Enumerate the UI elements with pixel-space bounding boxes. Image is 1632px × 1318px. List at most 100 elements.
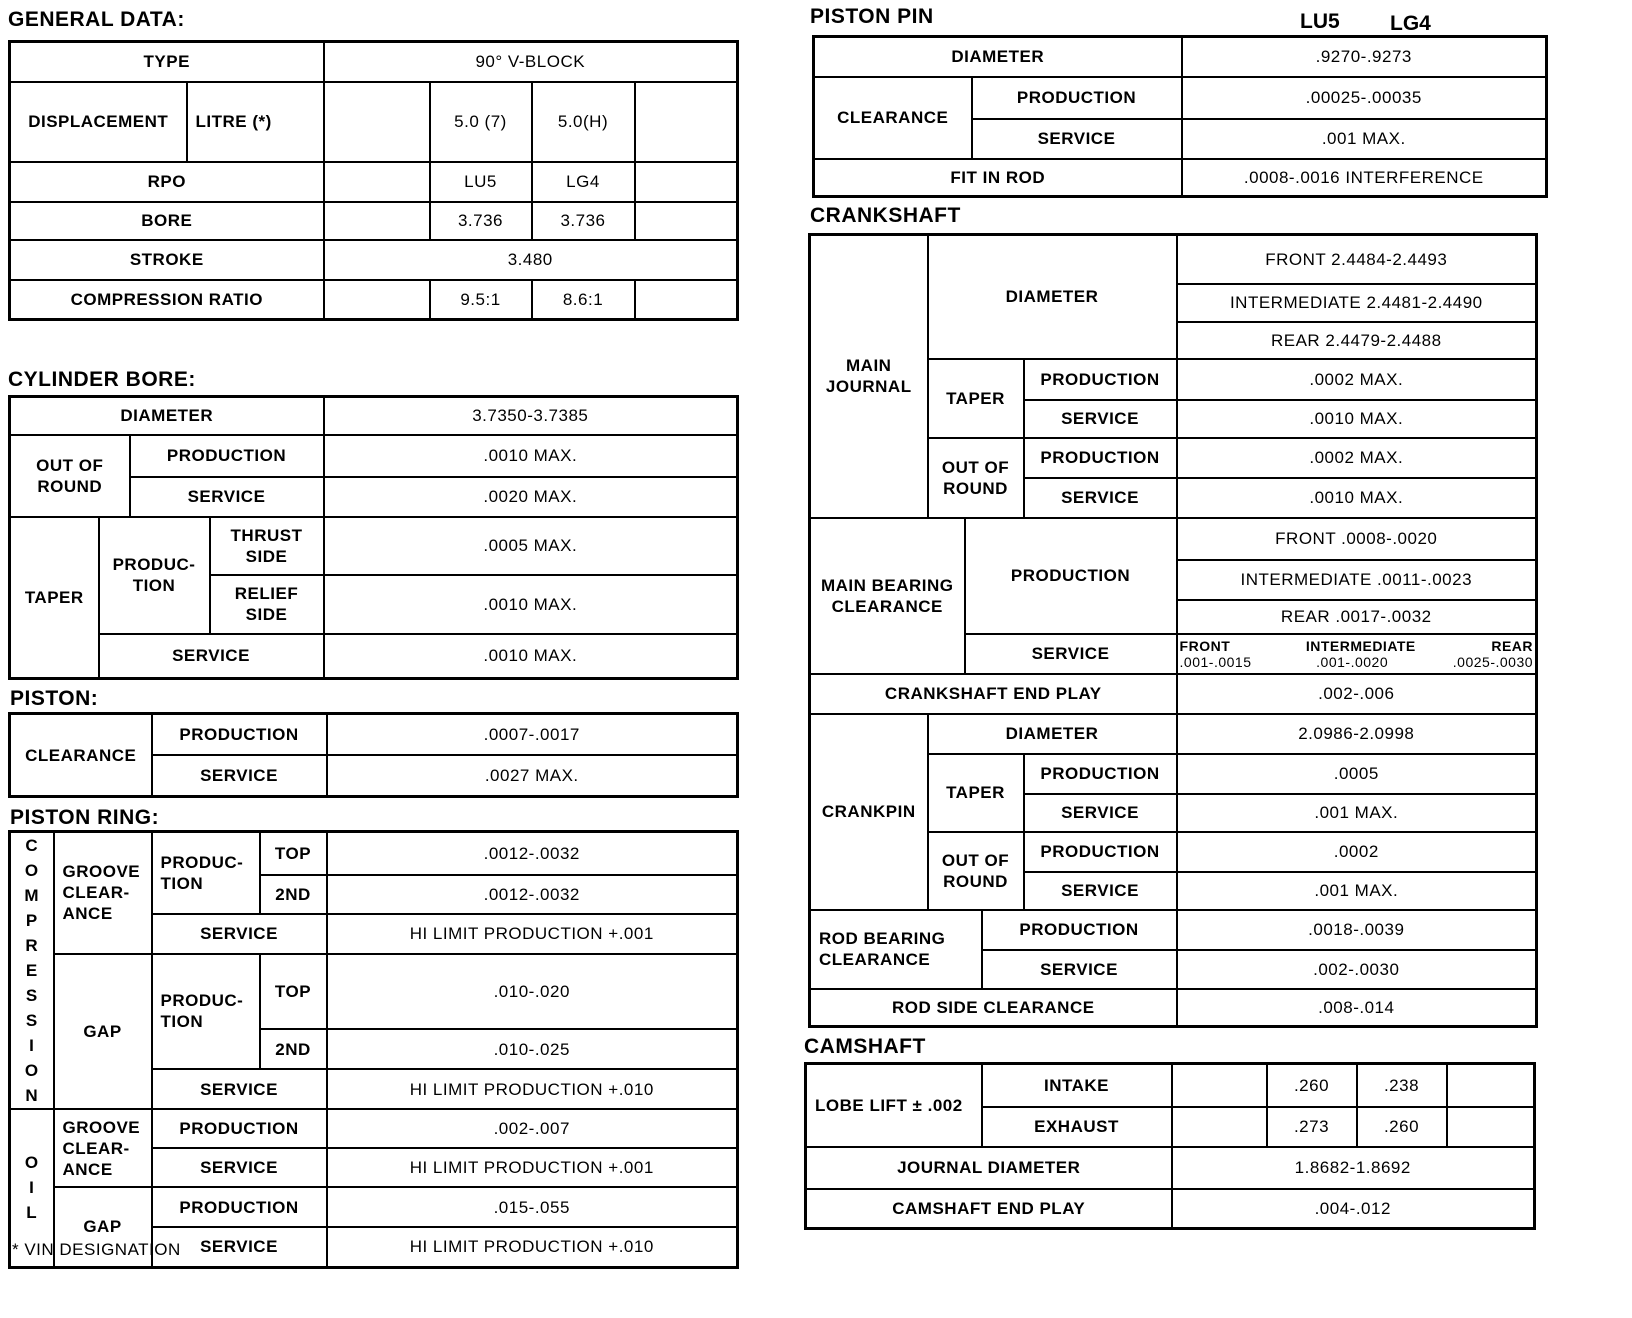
gap-2nd-label: 2ND xyxy=(258,1028,328,1070)
oil-groove-prod-label: PRODUCTION xyxy=(150,1108,328,1149)
gap-top-label: TOP xyxy=(258,952,328,1030)
crankshaft-table: MAIN JOURNAL DIAMETER FRONT 2.4484-2.4493 … xyxy=(808,233,1539,1028)
cb-oor-label: OUT OF ROUND xyxy=(8,433,131,518)
mj-inter-value: INTERMEDIATE 2.4481-2.4490 xyxy=(1175,282,1538,323)
cb-taper-prod-label: PRODUC- TION xyxy=(97,515,211,635)
bore-lg4: 3.736 xyxy=(530,200,636,241)
oil-gap-serv-value: HI LIMIT PRODUCTION +.010 xyxy=(325,1226,739,1268)
mj-oor-label: OUT OF ROUND xyxy=(926,436,1025,519)
end-play-value: .002-.006 xyxy=(1175,672,1538,715)
mb-rear-value: REAR .0017-.0032 xyxy=(1175,598,1538,635)
gap-serv-value: HI LIMIT PRODUCTION +.010 xyxy=(325,1068,739,1110)
type-label: TYPE xyxy=(8,40,325,83)
cb-relief-value: .0010 MAX. xyxy=(322,573,739,635)
general-data-title: GENERAL DATA: xyxy=(8,8,185,31)
pin-serv-label: SERVICE xyxy=(970,117,1183,160)
intake-label: INTAKE xyxy=(980,1062,1173,1108)
mj-taper-serv-value: .0010 MAX. xyxy=(1175,398,1538,439)
oil-gap-prod-value: .015-.055 xyxy=(325,1186,739,1228)
cb-thrust-value: .0005 MAX. xyxy=(322,515,739,576)
gap-2nd-value: .010-.025 xyxy=(325,1028,739,1070)
piston-prod-value: .0007-.0017 xyxy=(325,712,739,756)
mj-taper-prod-value: .0002 MAX. xyxy=(1175,357,1538,401)
groove-serv-label: SERVICE xyxy=(150,912,328,955)
gap-top-value: .010-.020 xyxy=(325,952,739,1030)
bore-lu5: 3.736 xyxy=(428,200,533,241)
pin-diameter-label: DIAMETER xyxy=(812,35,1183,78)
piston-serv-label: SERVICE xyxy=(150,753,328,798)
camshaft-table: LOBE LIFT ± .002 INTAKE .260.238 EXHAUST .2… xyxy=(804,1062,1536,1230)
piston-prod-label: PRODUCTION xyxy=(150,712,328,756)
cb-thrust-label: THRUST SIDE xyxy=(208,515,325,576)
piston-pin-title: PISTON PIN xyxy=(810,5,934,28)
rpo-label: RPO xyxy=(8,160,325,203)
groove-2nd-value: .0012-.0032 xyxy=(325,873,739,915)
rod-side-label: ROD SIDE CLEARANCE xyxy=(808,987,1178,1028)
rb-serv-value: .002-.0030 xyxy=(1175,948,1538,990)
main-bearing-label: MAIN BEARING CLEARANCE xyxy=(808,516,966,675)
cam-end-play-label: CAMSHAFT END PLAY xyxy=(804,1187,1173,1230)
oil-gap-prod-label: PRODUCTION xyxy=(150,1186,328,1228)
disp-lg4: 5.0(H) xyxy=(530,80,636,163)
cb-oor-prod-label: PRODUCTION xyxy=(128,433,325,478)
piston-title: PISTON: xyxy=(10,687,99,710)
mb-inter-value: INTERMEDIATE .0011-.0023 xyxy=(1175,558,1538,601)
piston-serv-value: .0027 MAX. xyxy=(325,753,739,798)
piston-ring-title: PISTON RING: xyxy=(10,806,160,829)
cp-oor-prod-value: .0002 xyxy=(1175,830,1538,873)
mj-oor-serv-label: SERVICE xyxy=(1022,476,1178,519)
cb-diameter-label: DIAMETER xyxy=(8,395,325,436)
camshaft-title: CAMSHAFT xyxy=(804,1035,926,1058)
cb-relief-label: RELIEF SIDE xyxy=(208,573,325,635)
cb-oor-serv-label: SERVICE xyxy=(128,475,325,518)
oil-groove-label: GROOVE CLEAR- ANCE xyxy=(52,1108,153,1188)
mj-rear-value: REAR 2.4479-2.4488 xyxy=(1175,320,1538,360)
oil-groove-prod-value: .002-.007 xyxy=(325,1108,739,1149)
mb-serv-label: SERVICE xyxy=(963,632,1178,675)
cp-taper-label: TAPER xyxy=(926,752,1025,833)
disp-lu5: 5.0 (7) xyxy=(428,80,533,163)
mb-front-value: FRONT .0008-.0020 xyxy=(1175,516,1538,561)
rpo-lu5: LU5 xyxy=(428,160,533,203)
mj-diameter-label: DIAMETER xyxy=(926,233,1178,360)
cp-oor-label: OUT OF ROUND xyxy=(926,830,1025,911)
exhaust-lg4: .260 xyxy=(1355,1105,1448,1148)
groove-label: GROOVE CLEAR- ANCE xyxy=(52,830,153,955)
cp-oor-prod-label: PRODUCTION xyxy=(1022,830,1178,873)
mj-taper-label: TAPER xyxy=(926,357,1025,439)
cb-diameter-value: 3.7350-3.7385 xyxy=(322,395,739,436)
pin-fit-value: .0008-.0016 INTERFERENCE xyxy=(1180,157,1548,198)
rpo-lg4: LG4 xyxy=(530,160,636,203)
pin-diameter-value: .9270-.9273 xyxy=(1180,35,1548,78)
journal-label: JOURNAL DIAMETER xyxy=(804,1145,1173,1190)
rb-prod-value: .0018-.0039 xyxy=(1175,908,1538,951)
main-journal-label: MAIN JOURNAL xyxy=(808,233,929,519)
comp-lu5: 9.5:1 xyxy=(428,278,533,321)
pin-clearance-label: CLEARANCE xyxy=(812,75,973,160)
oil-gap-label: GAP xyxy=(52,1186,153,1268)
oil-gap-serv-label: SERVICE xyxy=(150,1226,328,1268)
pin-fit-label: FIT IN ROD xyxy=(812,157,1183,198)
cb-oor-prod-value: .0010 MAX. xyxy=(322,433,739,478)
compression-label: COMPRESSION RATIO xyxy=(8,278,325,321)
groove-prod-label: PRODUC- TION xyxy=(150,830,261,915)
exhaust-label: EXHAUST xyxy=(980,1105,1173,1148)
piston-table: CLEARANCE PRODUCTION .0007-.0017 SERVICE .0… xyxy=(8,712,739,798)
groove-top-value: .0012-.0032 xyxy=(325,830,739,876)
column-header-lg4: LG4 xyxy=(1390,12,1431,35)
cylinder-bore-title: CYLINDER BORE: xyxy=(8,368,196,391)
cp-taper-serv-label: SERVICE xyxy=(1022,792,1178,833)
litre-label: LITRE (*) xyxy=(185,80,325,163)
cp-taper-serv-value: .001 MAX. xyxy=(1175,792,1538,833)
footnote: * VIN DESIGNATION xyxy=(12,1240,181,1259)
lobe-lift-label: LOBE LIFT ± .002 xyxy=(804,1062,983,1148)
cp-taper-prod-value: .0005 xyxy=(1175,752,1538,795)
exhaust-lu5: .273 xyxy=(1265,1105,1358,1148)
cp-taper-prod-label: PRODUCTION xyxy=(1022,752,1178,795)
mb-serv-values: FRONT INTERMEDIATE REAR .001-.0015.001-.00… xyxy=(1175,632,1538,675)
oil-groove-serv-value: HI LIMIT PRODUCTION +.001 xyxy=(325,1147,739,1188)
type-value: 90° V-BLOCK xyxy=(322,40,739,83)
mj-front-value: FRONT 2.4484-2.4493 xyxy=(1175,233,1538,285)
cb-taper-serv-label: SERVICE xyxy=(97,632,325,680)
